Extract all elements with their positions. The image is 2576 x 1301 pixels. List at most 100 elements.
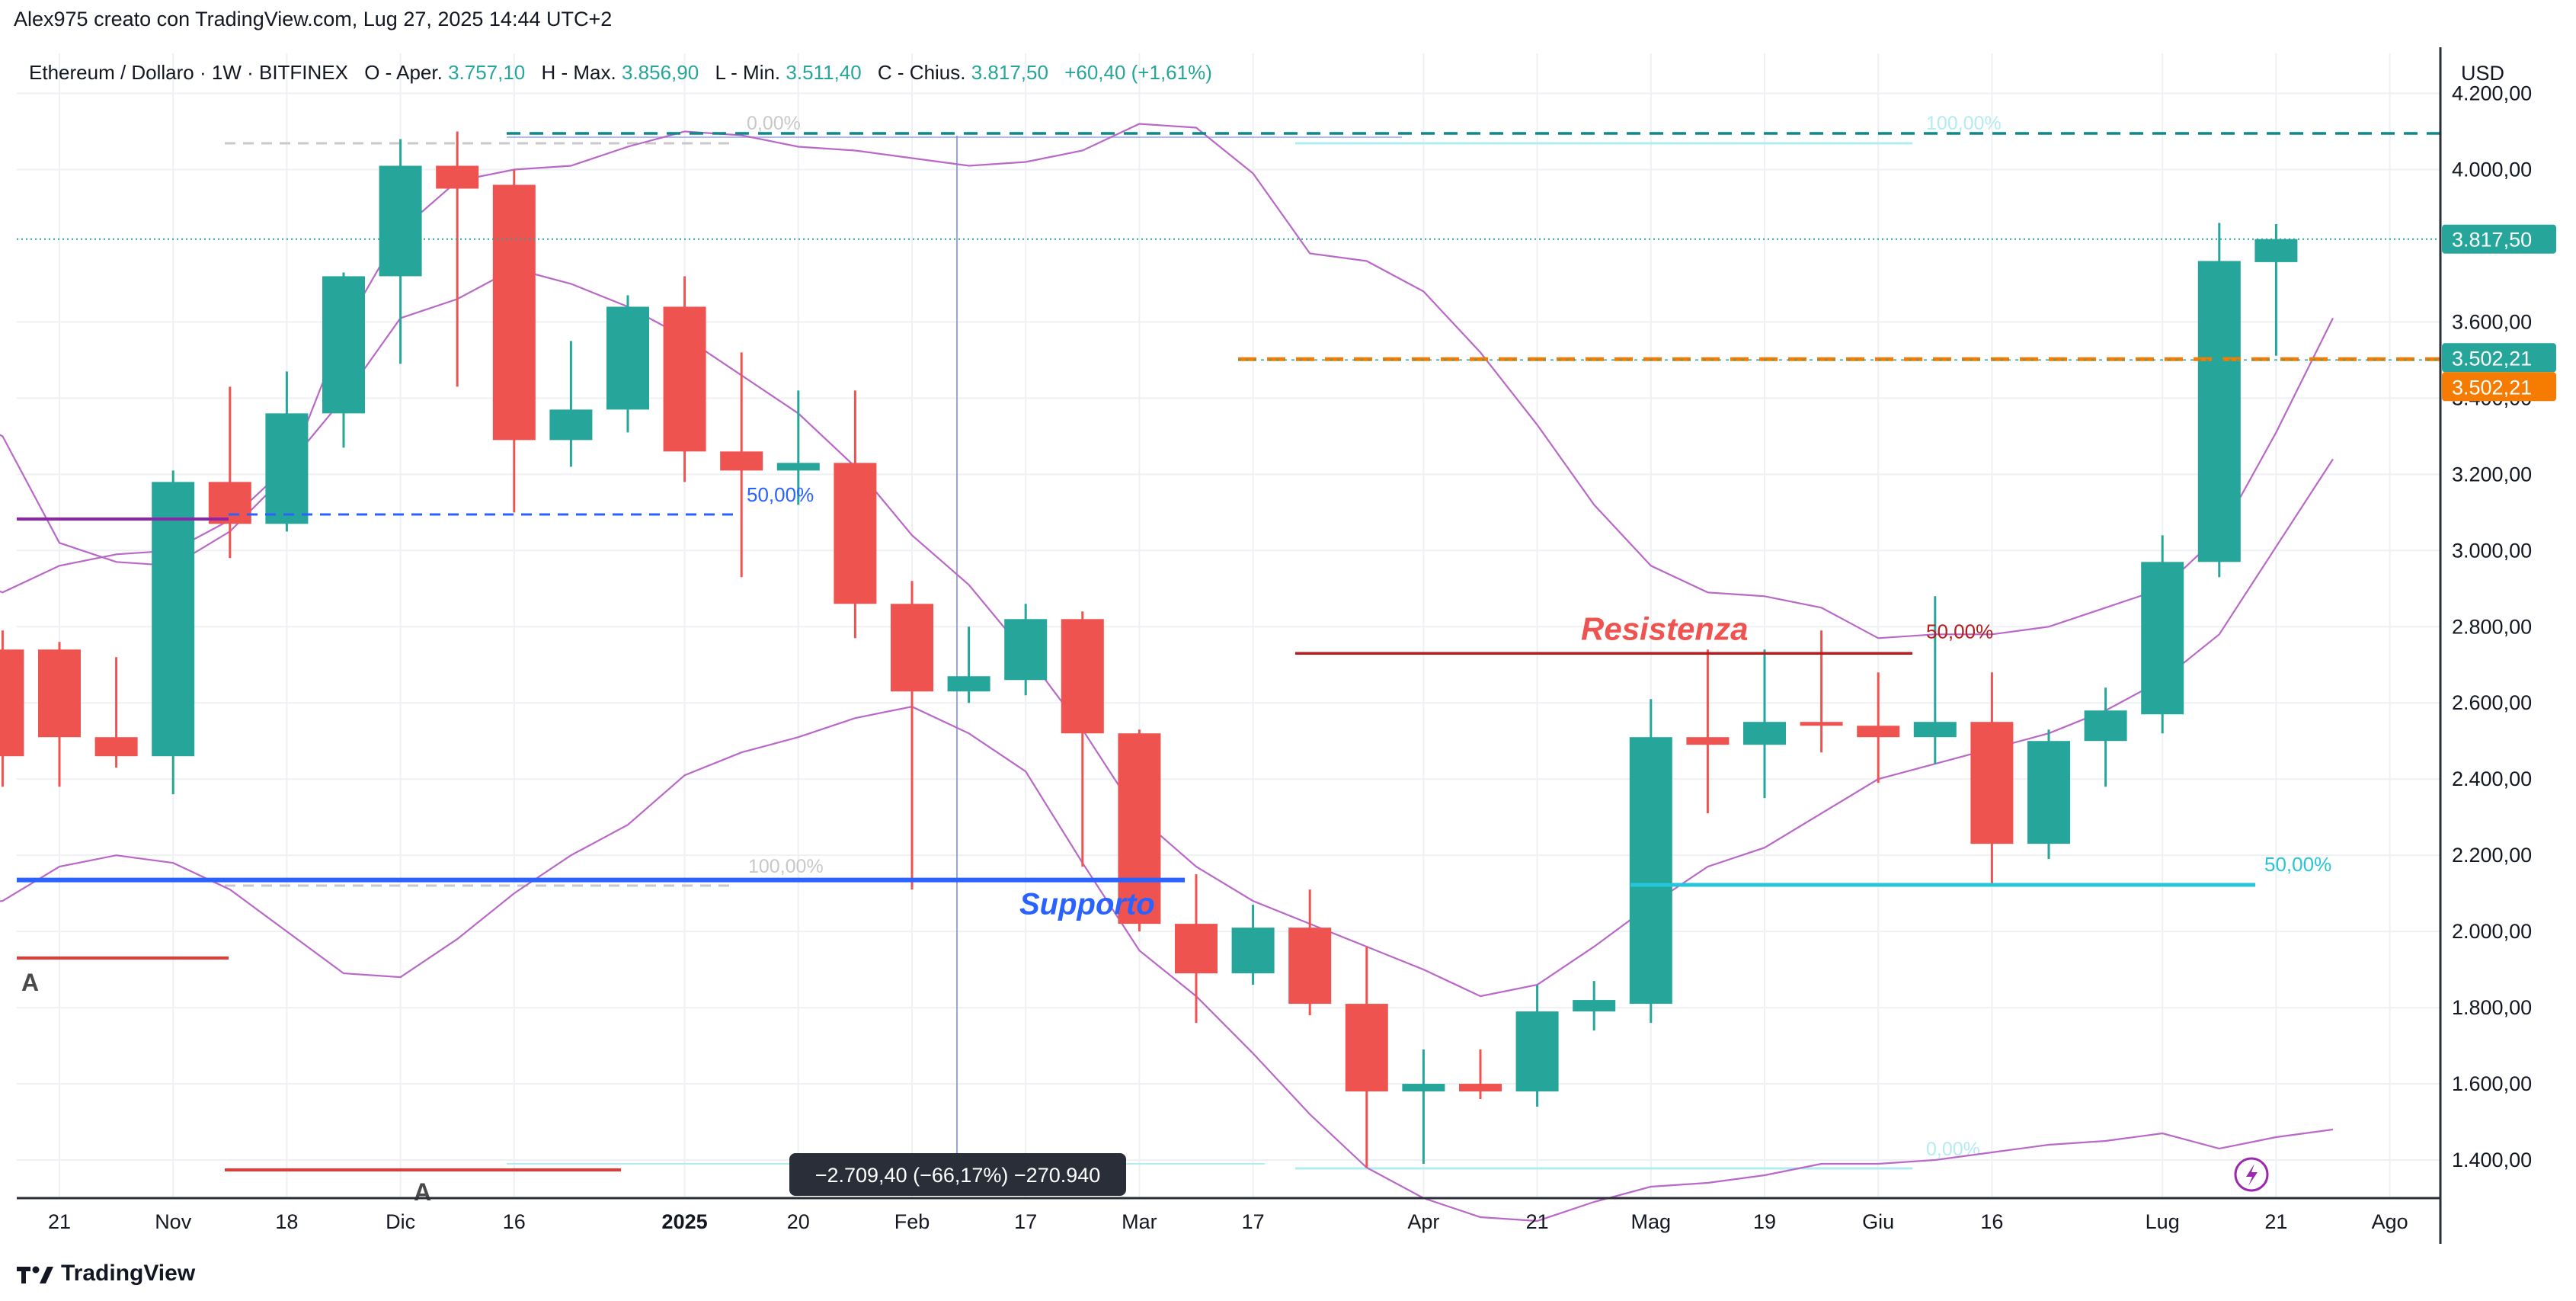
candle-body [1459, 1084, 1502, 1092]
candle-body [2141, 562, 2184, 715]
candle-body [1573, 1000, 1616, 1012]
time-tick-label: 17 [1014, 1210, 1037, 1233]
candle-body [663, 306, 706, 452]
measure-tooltip: −2.709,40 (−66,17%) −270.940 [789, 1153, 1126, 1196]
candle-body [1686, 737, 1730, 745]
candle-body [1118, 733, 1161, 924]
candle [1857, 672, 1900, 783]
price-tick-label: 3.200,00 [2452, 463, 2532, 485]
fib-left-0-label: 0,00% [747, 113, 801, 134]
time-tick-label: Dic [386, 1210, 415, 1233]
candle [2141, 535, 2184, 734]
bollinger-lower-line [0, 706, 2334, 1222]
candle-body [152, 482, 195, 757]
candle [1743, 649, 1786, 799]
candle-body [891, 604, 933, 692]
price-axis: 1.400,00 1.600,00 1.800,00 2.000,00 2.200,00… [2439, 47, 2556, 1244]
candle-body [549, 409, 593, 441]
candle [1231, 905, 1275, 985]
price-badge-label: 3.502,21 [2452, 376, 2532, 399]
candle [1402, 1049, 1445, 1164]
candle [2084, 687, 2127, 787]
legend-low-value: 3.511,40 [786, 61, 861, 84]
candle [549, 341, 593, 467]
fib-right-100-label: 100,00% [1926, 113, 2002, 134]
candle-body [1175, 924, 1218, 974]
candle [208, 386, 251, 559]
measure-tooltip-bg [789, 1153, 1126, 1196]
fib-right-0-label: 0,00% [1926, 1139, 1980, 1160]
candle-body [1800, 722, 1843, 726]
candle [1118, 729, 1161, 932]
time-tick-label: Giu [1862, 1210, 1894, 1233]
candle-body [1004, 619, 1048, 681]
candle-body [1515, 1011, 1559, 1092]
lightning-icon[interactable] [2234, 1157, 2269, 1192]
candle-body [1061, 619, 1104, 734]
time-tick-label: 21 [48, 1210, 71, 1233]
fib-right-50-label: 50,00% [2264, 853, 2331, 876]
price-badge-label: 3.502,21 [2452, 347, 2532, 370]
legend-open-label: O - Aper. [364, 61, 443, 84]
currency-label[interactable]: USD [2461, 62, 2504, 85]
time-tick-label: 17 [1242, 1210, 1265, 1233]
price-tick-label: 3.000,00 [2452, 539, 2532, 562]
candle-body [208, 482, 251, 524]
candle [1345, 947, 1388, 1168]
time-tick-label: Mag [1631, 1210, 1672, 1233]
time-tick-label: 21 [1526, 1210, 1549, 1233]
price-tick-label: 2.000,00 [2452, 920, 2532, 943]
time-tick-label: 16 [1980, 1210, 2003, 1233]
price-badge: 3.502,21 [2442, 343, 2556, 373]
price-tick-label: 2.400,00 [2452, 767, 2532, 790]
candle-body [492, 184, 536, 441]
time-tick-label: Nov [155, 1210, 192, 1233]
candle-body [776, 463, 820, 471]
marker-a-left: A [21, 969, 39, 996]
time-tick-label: Apr [1407, 1210, 1439, 1233]
time-tick-label: 16 [503, 1210, 526, 1233]
candle [265, 371, 309, 532]
candle-body [1288, 928, 1332, 1005]
candle-body [1913, 722, 1957, 738]
legend-low-label: L - Min. [715, 61, 780, 84]
candle [1288, 889, 1332, 1016]
candle-body [1231, 928, 1275, 974]
price-tick-label: 1.400,00 [2452, 1149, 2532, 1171]
legend-high-value: 3.856,90 [622, 61, 699, 84]
candle-body [2027, 741, 2070, 844]
fib-mid-50-label: 50,00% [1926, 620, 1993, 642]
marker-a-bottom: A [414, 1178, 431, 1206]
candle [1061, 611, 1104, 867]
candle-body [2084, 710, 2127, 742]
fib-left-50-label: 50,00% [747, 483, 814, 506]
time-tick-label: 20 [787, 1210, 810, 1233]
price-badge-bg [2442, 372, 2556, 402]
candle [492, 169, 536, 513]
candle [2254, 224, 2298, 356]
legend-close-value: 3.817,50 [971, 61, 1048, 84]
candle-body [1345, 1004, 1388, 1092]
legend-close-label: C - Chius. [878, 61, 966, 84]
candle-body [1743, 722, 1786, 745]
candle [834, 390, 877, 639]
candle-body [322, 276, 365, 414]
tradingview-logo-icon [17, 1262, 55, 1285]
resistance-label: Resistenza [1581, 610, 1748, 646]
candle-body [947, 676, 990, 692]
candle [436, 131, 479, 387]
candle [1175, 874, 1218, 1024]
candle [2027, 729, 2070, 860]
candle [1686, 649, 1730, 814]
candle [1004, 604, 1048, 696]
tradingview-brand[interactable]: TradingView [17, 1255, 195, 1293]
fib-left-100-label: 100,00% [748, 856, 824, 877]
legend: Ethereum / Dollaro · 1W · BITFINEX O - A… [29, 61, 1212, 84]
brand-name: TradingView [61, 1261, 196, 1286]
candle-body [834, 463, 877, 604]
time-tick-label: Feb [894, 1210, 930, 1233]
candle [663, 276, 706, 482]
time-tick-label: 18 [275, 1210, 298, 1233]
candle-body [436, 165, 479, 189]
